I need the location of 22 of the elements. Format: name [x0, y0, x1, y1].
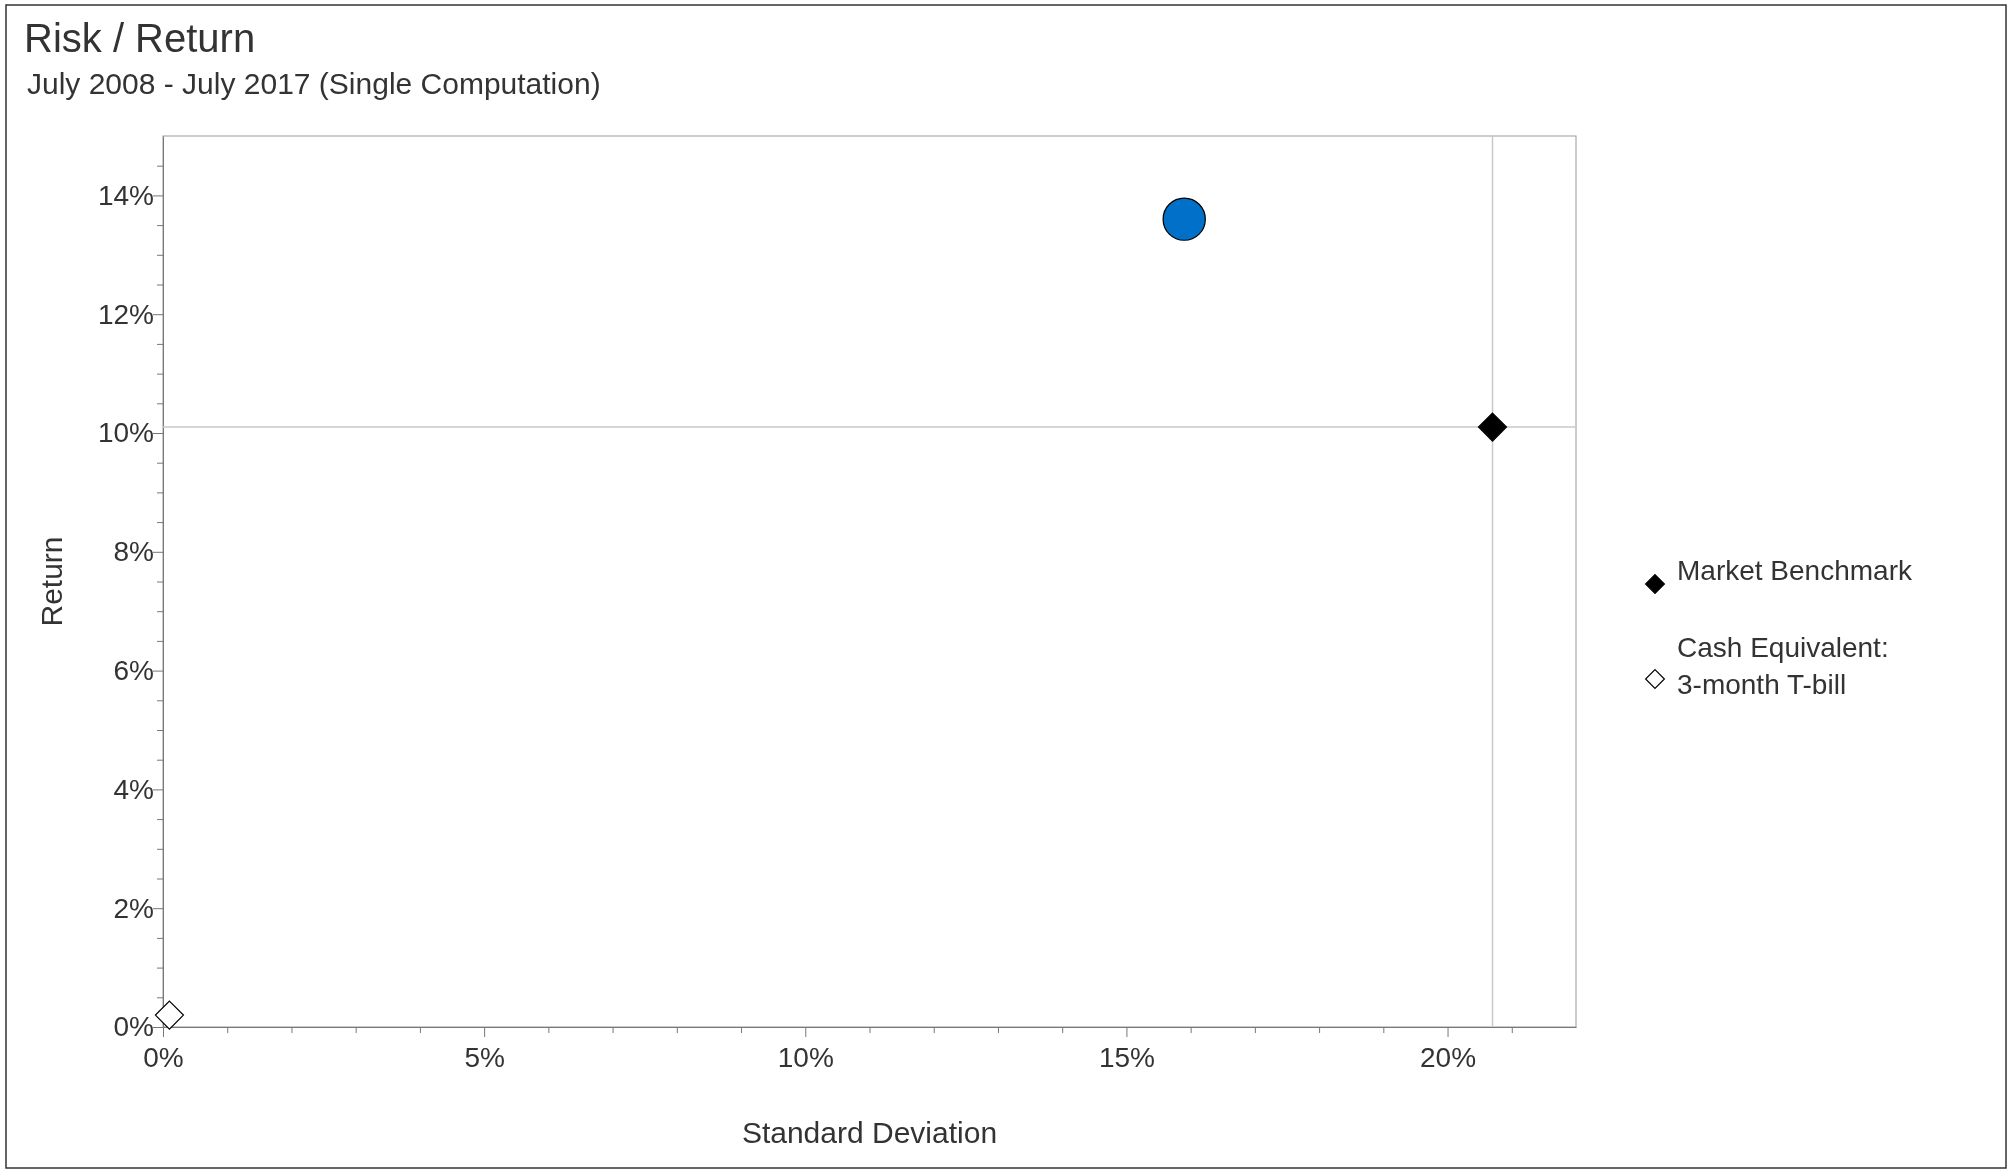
legend-label: Cash Equivalent: 3-month T-bill — [1677, 632, 1889, 700]
y-tick-label: 14% — [97, 179, 154, 211]
x-tick-label: 5% — [464, 1041, 505, 1073]
point — [1477, 412, 1508, 442]
x-tick-label: 15% — [1098, 1041, 1155, 1073]
x-axis-title: Standard Deviation — [741, 1116, 998, 1149]
y-tick-label: 10% — [97, 417, 154, 449]
legend-label: Market Benchmark — [1677, 555, 1913, 586]
y-axis-title: Return — [35, 536, 68, 627]
y-tick-label: 0% — [113, 1011, 154, 1043]
y-tick-label: 6% — [113, 655, 154, 687]
y-tick-label: 12% — [97, 298, 154, 330]
y-tick-label: 4% — [113, 773, 154, 805]
point — [154, 1000, 185, 1030]
chart-title: Risk / Return — [24, 16, 256, 60]
x-tick-label: 10% — [777, 1041, 834, 1073]
x-tick-label: 20% — [1420, 1041, 1477, 1073]
point — [1162, 197, 1206, 241]
y-tick-label: 2% — [113, 892, 154, 924]
y-tick-label: 8% — [113, 536, 154, 568]
x-tick-label: 0% — [143, 1041, 184, 1073]
chart-subtitle: July 2008 - July 2017 (Single Computation) — [27, 67, 601, 100]
